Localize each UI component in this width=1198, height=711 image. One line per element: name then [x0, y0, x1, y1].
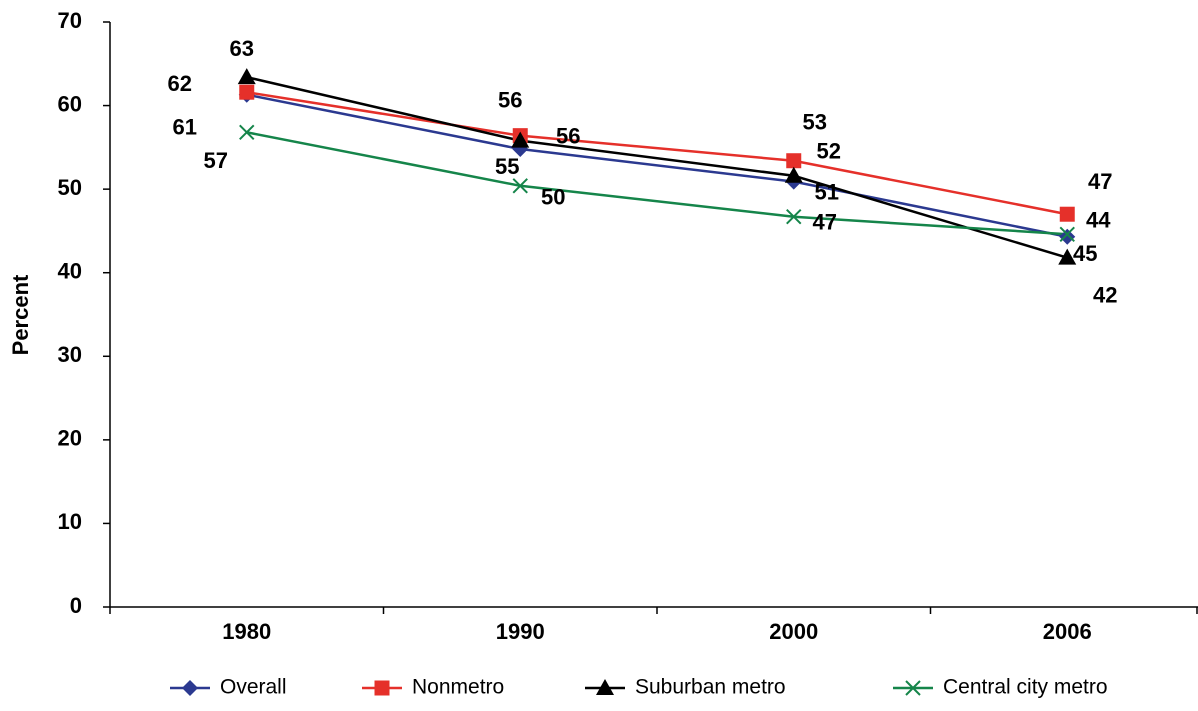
data-point — [511, 131, 530, 148]
legend-text: Suburban metro — [635, 676, 786, 699]
data-point — [239, 124, 255, 141]
x-tick-label: 2000 — [769, 619, 818, 644]
x-tick-label: 1980 — [222, 619, 271, 644]
data-label: 55 — [495, 154, 519, 179]
data-label: 61 — [173, 115, 197, 140]
data-point — [1058, 248, 1077, 265]
data-point — [786, 153, 802, 169]
series-line — [246, 131, 1068, 236]
y-tick-label: 0 — [70, 593, 82, 618]
data-label: 63 — [230, 36, 254, 61]
data-point — [1059, 226, 1075, 242]
series-line — [246, 75, 1068, 259]
y-tick-label: 50 — [58, 175, 82, 200]
data-point — [512, 178, 528, 194]
data-point — [239, 84, 255, 100]
legend-text: Nonmetro — [412, 676, 504, 699]
legend-marker — [374, 680, 390, 696]
data-label: 42 — [1093, 282, 1117, 307]
data-label: 53 — [803, 110, 827, 135]
series-line — [246, 90, 1068, 216]
data-label: 56 — [498, 87, 522, 112]
y-tick-label: 30 — [58, 342, 82, 367]
data-point — [786, 209, 802, 225]
data-label: 45 — [1073, 241, 1097, 266]
y-tick-label: 60 — [58, 91, 82, 116]
data-label: 57 — [204, 148, 228, 173]
y-tick-label: 10 — [58, 509, 82, 534]
legend-text: Central city metro — [943, 676, 1108, 699]
data-label: 44 — [1086, 208, 1111, 233]
legend-marker — [596, 679, 614, 695]
x-tick-label: 1990 — [496, 619, 545, 644]
data-label: 51 — [815, 179, 839, 204]
data-point — [784, 166, 803, 183]
legend-marker — [182, 680, 198, 696]
data-point — [1059, 206, 1075, 222]
data-label: 56 — [556, 123, 580, 148]
y-tick-label: 20 — [58, 426, 82, 451]
series-line — [246, 93, 1068, 239]
data-point — [1059, 228, 1076, 245]
y-axis-label: Percent — [8, 274, 33, 355]
y-tick-label: 40 — [58, 259, 82, 284]
legend-text: Overall — [220, 676, 287, 699]
y-tick-label: 70 — [58, 8, 82, 33]
data-label: 47 — [1088, 169, 1112, 194]
data-point — [237, 68, 256, 85]
data-label: 52 — [817, 139, 841, 164]
x-tick-label: 2006 — [1043, 619, 1092, 644]
legend-marker — [905, 680, 921, 696]
data-label: 50 — [541, 185, 565, 210]
data-label: 47 — [813, 210, 837, 235]
data-label: 62 — [168, 71, 192, 96]
